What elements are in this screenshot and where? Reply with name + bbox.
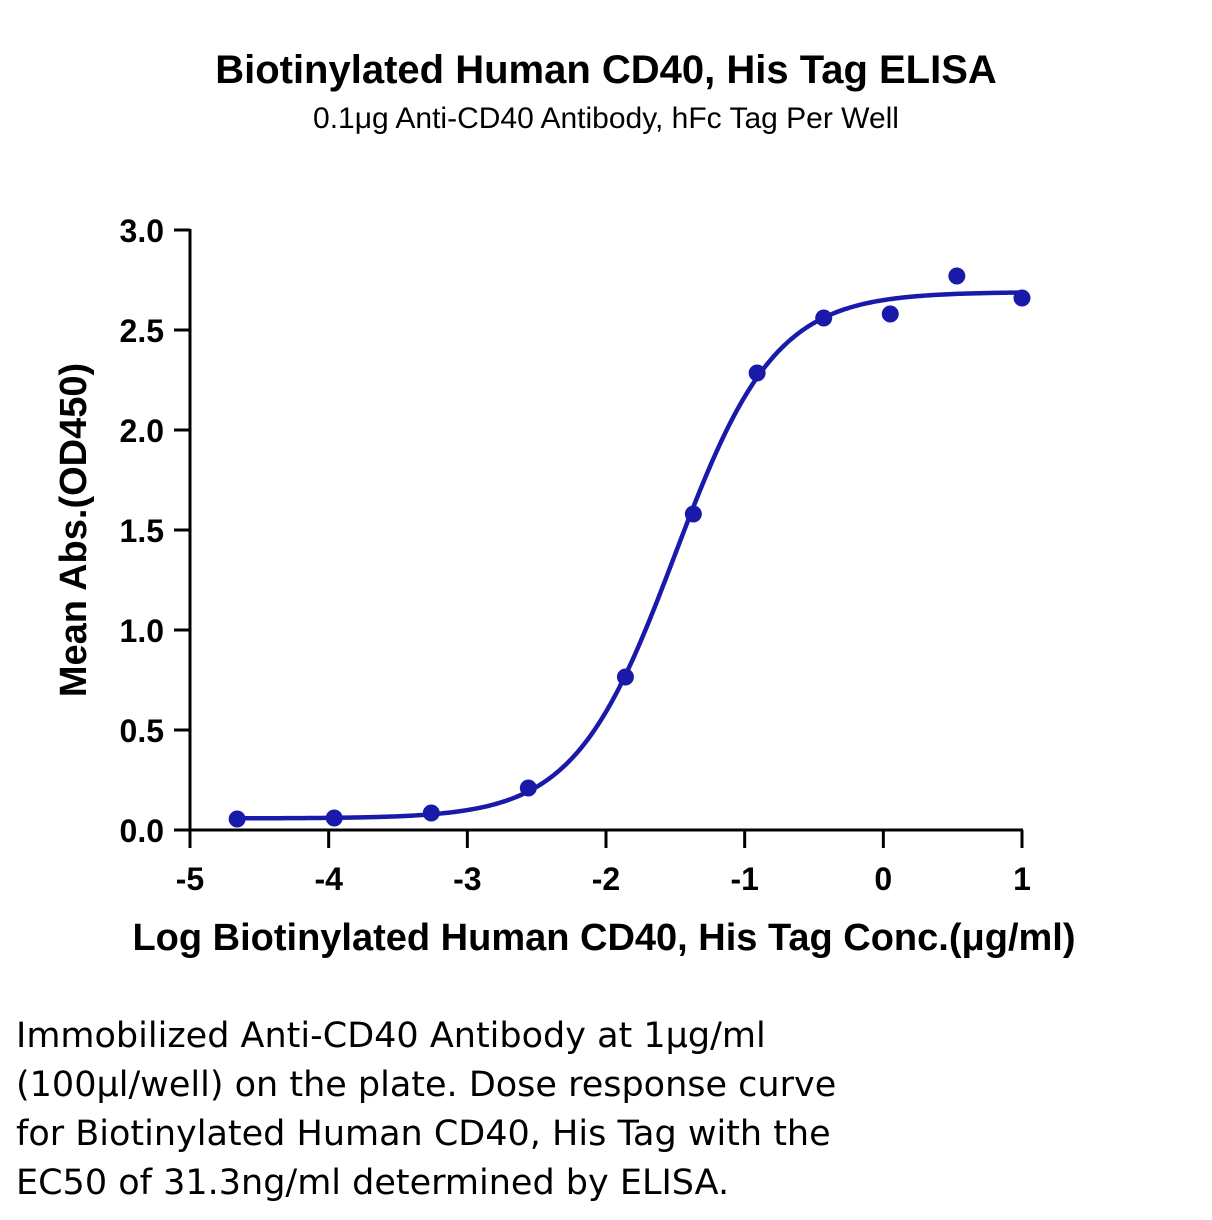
x-axis: -5 -4 -3 -2 -1 0 1	[176, 828, 1031, 897]
data-point	[684, 505, 702, 523]
y-tick-label: 0.5	[120, 713, 164, 749]
data-point	[325, 809, 343, 827]
y-tick-label: 3.0	[120, 213, 164, 249]
y-axis-label: Mean Abs.(OD450)	[53, 363, 95, 697]
y-tick-label: 1.0	[120, 613, 164, 649]
data-point	[948, 267, 966, 285]
data-point	[422, 804, 440, 822]
fit-curve-layer	[237, 290, 1023, 821]
caption-line: for Biotinylated Human CD40, His Tag wit…	[16, 1114, 831, 1154]
caption-line: (100μl/well) on the plate. Dose response…	[16, 1065, 837, 1105]
data-point	[616, 668, 634, 686]
chart-title: Biotinylated Human CD40, His Tag ELISA	[215, 48, 997, 92]
y-tick-label: 2.0	[120, 413, 164, 449]
y-tick-label: 2.5	[120, 313, 164, 349]
x-tick-label: -4	[314, 861, 343, 897]
x-tick-label: -2	[592, 861, 620, 897]
x-tick-label: 0	[874, 861, 892, 897]
y-tick-label: 0.0	[120, 813, 164, 849]
caption-line: Immobilized Anti-CD40 Antibody at 1μg/ml	[16, 1016, 766, 1056]
y-tick-label: 1.5	[120, 513, 164, 549]
x-tick-label: -1	[730, 861, 758, 897]
data-points-layer	[228, 267, 1031, 828]
data-point	[519, 779, 537, 797]
data-point	[881, 305, 899, 323]
y-axis: 0.0 0.5 1.0 1.5 2.0 2.5 3.0	[120, 213, 192, 849]
data-point	[748, 364, 766, 382]
data-point	[815, 309, 833, 327]
fit-curve	[237, 290, 1023, 821]
x-axis-label: Log Biotinylated Human CD40, His Tag Con…	[132, 917, 1075, 959]
x-tick-label: -5	[176, 861, 204, 897]
chart: Biotinylated Human CD40, His Tag ELISA 0…	[53, 48, 1076, 959]
caption: Immobilized Anti-CD40 Antibody at 1μg/ml…	[16, 1012, 1016, 1208]
x-tick-label: -3	[453, 861, 481, 897]
chart-subtitle: 0.1μg Anti-CD40 Antibody, hFc Tag Per We…	[313, 102, 899, 135]
data-point	[228, 810, 246, 828]
data-point	[1013, 289, 1031, 307]
x-tick-label: 1	[1013, 861, 1031, 897]
caption-line: EC50 of 31.3ng/ml determined by ELISA.	[16, 1163, 730, 1203]
